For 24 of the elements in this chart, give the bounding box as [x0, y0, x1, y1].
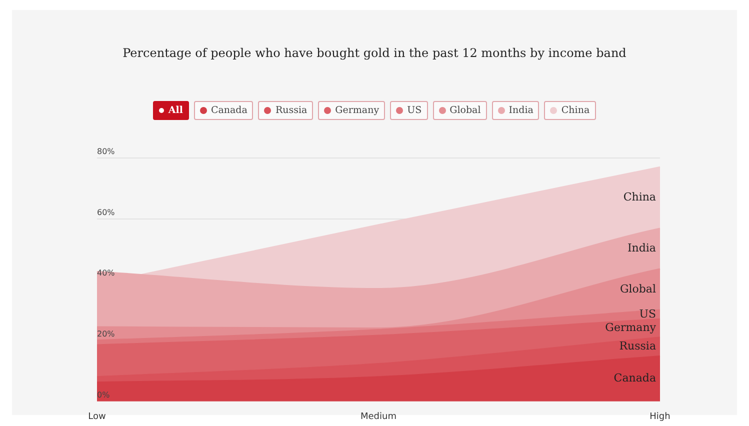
text: All: [168, 105, 183, 116]
legend-label: Canada: [210, 105, 248, 116]
text: India: [627, 242, 656, 255]
x-tick-label: Medium: [360, 412, 396, 422]
legend-label: Russia: [275, 105, 308, 116]
legend-label: Germany: [335, 105, 380, 116]
chart-title: Percentage of people who have bought gold in the past 12 months by income band: [122, 46, 628, 60]
legend-label: India: [508, 105, 534, 116]
legend-label: Global: [450, 105, 481, 116]
text: US: [639, 307, 656, 320]
text: Russia: [619, 340, 656, 353]
legend-label: China: [561, 105, 590, 116]
text: Canada: [614, 372, 656, 385]
x-tick-label: High: [650, 412, 670, 422]
y-tick-label: 40%: [97, 268, 116, 278]
x-tick-label: Low: [88, 412, 106, 422]
y-tick-label: 60%: [97, 208, 116, 217]
text: Germany: [605, 321, 656, 334]
y-tick-label: 20%: [97, 329, 116, 338]
text: China: [623, 190, 656, 204]
y-tick-label: 0%: [97, 390, 110, 400]
y-tick-label: 80%: [97, 147, 116, 156]
text: Global: [620, 282, 656, 296]
legend-label: US: [407, 105, 422, 116]
